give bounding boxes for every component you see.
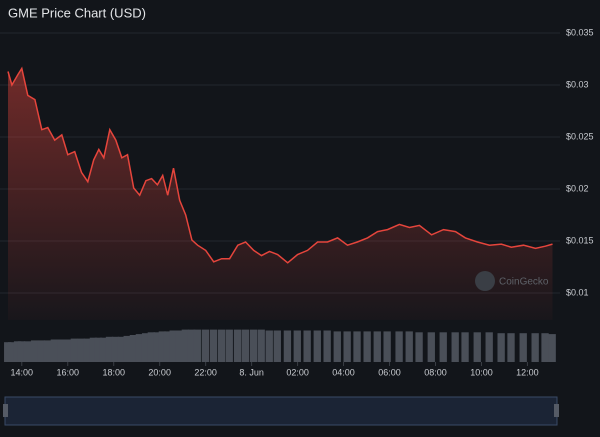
volume-bar <box>17 341 26 362</box>
volume-bar <box>23 341 32 362</box>
volume-bar <box>283 330 292 362</box>
volume-bar <box>175 330 184 362</box>
price-line <box>7 66 553 264</box>
volume-bar <box>427 332 435 362</box>
y-tick-label: $0.03 <box>566 79 589 89</box>
volume-bar <box>163 331 172 362</box>
volume-bar <box>37 340 46 362</box>
volume-bar <box>57 339 66 362</box>
volume-bar <box>249 329 258 362</box>
x-tick-label: 10:00 <box>470 367 493 377</box>
volume-bar <box>4 342 12 362</box>
volume-bar <box>193 329 201 362</box>
volume-bar <box>89 337 98 362</box>
volume-bar <box>50 339 59 362</box>
navigator-handle[interactable] <box>3 404 8 417</box>
volume-bar <box>313 330 321 362</box>
volume-bar <box>225 329 233 362</box>
volume-bar <box>30 340 39 362</box>
volume-bar <box>217 329 226 362</box>
x-tick-label: 22:00 <box>194 367 217 377</box>
x-tick-label: 04:00 <box>332 367 355 377</box>
volume-bar <box>201 329 210 362</box>
volume-bar <box>353 331 361 362</box>
volume-bar <box>43 340 52 362</box>
y-tick-label: $0.025 <box>566 131 594 141</box>
volume-bar <box>451 332 459 362</box>
volume-bar <box>363 331 371 362</box>
volume-bar <box>473 332 481 362</box>
y-tick-label: $0.01 <box>566 287 589 297</box>
navigator[interactable] <box>4 396 558 426</box>
x-tick-label: 06:00 <box>378 367 401 377</box>
price-area <box>8 68 553 321</box>
volume-bar <box>13 341 22 362</box>
volume-bar <box>181 329 190 362</box>
volume-bar <box>94 337 103 362</box>
volume-bar <box>7 342 16 362</box>
volume-bar <box>439 332 447 362</box>
volume-bar <box>395 331 403 362</box>
volume-bar <box>70 338 79 362</box>
volume-bar <box>158 331 167 362</box>
volume-bar <box>548 334 556 362</box>
volume-bar <box>265 330 273 362</box>
volume-bar <box>415 332 423 362</box>
volume-bar <box>373 331 381 362</box>
volume-bar <box>293 330 301 362</box>
y-tick-label: $0.015 <box>566 235 594 245</box>
y-tick-label: $0.035 <box>566 27 594 37</box>
volume-bar <box>531 333 539 362</box>
volume-bar <box>273 330 281 362</box>
volume-bar <box>541 333 549 362</box>
volume-bar <box>405 331 413 362</box>
chart-title: GME Price Chart (USD) <box>8 5 146 20</box>
x-tick-label: 20:00 <box>148 367 171 377</box>
watermark-text: CoinGecko <box>499 277 549 288</box>
volume-bar <box>153 332 161 362</box>
volume-bar <box>105 336 114 362</box>
watermark-logo <box>475 271 495 291</box>
x-tick-label: 02:00 <box>286 367 309 377</box>
volume-bar <box>169 330 177 362</box>
volume-bar <box>497 333 505 362</box>
volume-bar <box>111 336 120 362</box>
volume-bar <box>323 330 331 362</box>
volume-bar <box>257 329 265 362</box>
x-tick-label: 16:00 <box>56 367 79 377</box>
volume-bar <box>123 335 131 362</box>
y-tick-label: $0.02 <box>566 183 589 193</box>
volume-bar <box>83 338 92 362</box>
volume-bar <box>135 334 144 362</box>
volume-bar <box>187 329 196 362</box>
volume-bar <box>99 337 108 362</box>
volume-bar <box>343 331 351 362</box>
volume-bar <box>77 338 85 362</box>
watermark: CoinGecko <box>475 271 549 291</box>
volume-bar <box>303 330 311 362</box>
volume-bar <box>241 329 250 362</box>
volume-bar <box>383 331 391 362</box>
volume-bar <box>117 336 126 362</box>
volume-bar <box>507 333 515 362</box>
volume-bar <box>519 333 527 362</box>
volume-bar <box>209 329 218 362</box>
x-tick-label: 08:00 <box>424 367 447 377</box>
volume-bar <box>461 332 469 362</box>
volume-bar <box>63 339 72 362</box>
x-tick-label: 12:00 <box>516 367 539 377</box>
volume-bar <box>485 332 493 362</box>
volume-bar <box>141 333 150 362</box>
volume-bar <box>147 332 156 362</box>
volume-bar <box>333 331 341 362</box>
x-tick-label: 8. Jun <box>239 367 264 377</box>
x-tick-label: 18:00 <box>102 367 125 377</box>
x-tick-label: 14:00 <box>11 367 34 377</box>
volume-bar <box>129 335 138 362</box>
volume-bar <box>233 329 242 362</box>
navigator-handle[interactable] <box>554 404 559 417</box>
